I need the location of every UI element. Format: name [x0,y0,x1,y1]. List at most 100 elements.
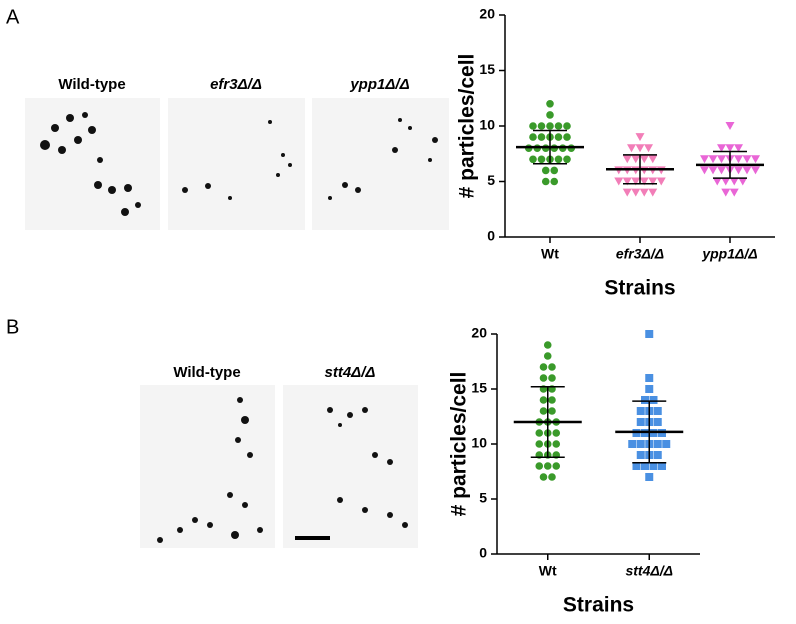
point [627,144,636,153]
y-tick-label: 15 [471,380,487,396]
point [653,451,662,459]
point [537,133,546,141]
point [662,440,671,448]
point [751,166,760,175]
point [529,155,537,164]
micrograph [283,385,418,548]
point [721,177,731,186]
point [653,418,662,426]
point [712,177,722,186]
x-axis-label: Strains [604,277,675,300]
point [645,473,654,481]
point [546,111,554,119]
point [563,133,571,141]
point [543,341,552,349]
x-tick-label: stt4Δ/Δ [625,563,673,579]
image-label: efr3Δ/Δ [210,76,262,93]
point [708,155,718,164]
point [708,166,718,175]
point [717,144,726,153]
point [742,166,752,175]
point [529,122,537,130]
point [653,407,662,415]
point [548,363,556,371]
point [539,396,548,404]
point [641,462,649,470]
point [649,396,658,404]
x-tick-label: Wt [541,246,559,262]
point [628,440,637,448]
point [529,133,537,141]
point [535,429,544,437]
y-tick-label: 20 [479,6,495,22]
point [535,462,544,470]
point [541,177,550,186]
point [563,122,571,130]
point [645,374,654,382]
point [622,188,632,197]
point [635,133,645,142]
particles [182,120,292,200]
point [548,407,556,415]
point [734,144,743,153]
point [563,155,571,164]
y-tick-label: 10 [471,435,487,451]
point [717,155,726,164]
y-tick-label: 15 [479,61,495,77]
point [648,188,658,197]
point [548,396,556,404]
point [700,166,709,175]
image-label: Wild-type [58,76,125,93]
point [636,451,645,459]
point [725,122,735,130]
point [537,122,546,130]
point [554,133,563,141]
x-axis-label: Strains [563,594,634,617]
point [734,166,743,175]
point [721,188,731,197]
micrograph [168,98,305,230]
y-tick-label: 10 [479,117,495,133]
point [546,100,554,108]
y-axis-label: # particles/cell [456,54,479,199]
point [725,144,735,153]
y-tick-label: 0 [487,228,495,244]
point [543,352,552,360]
point [738,177,748,186]
point [614,177,624,186]
point [535,440,544,448]
point [537,155,546,164]
point [631,155,641,164]
point [644,144,653,153]
micrograph [140,385,275,548]
y-tick-label: 0 [479,545,487,561]
point [554,155,563,164]
point [639,177,649,186]
point [658,462,666,470]
particles [40,112,141,216]
point [639,155,649,164]
point [635,144,645,153]
image-label: ypp1Δ/Δ [349,76,409,93]
point [729,177,739,186]
point [656,177,666,186]
point [631,188,641,197]
panel-label: B [6,316,19,338]
point [729,188,739,197]
point [648,177,658,186]
point [539,473,548,481]
point [653,440,662,448]
point [645,330,654,338]
y-tick-label: 5 [479,490,487,506]
point [631,177,641,186]
point [645,385,654,393]
point [541,166,550,175]
point [649,462,658,470]
point [717,166,726,175]
point [548,374,556,382]
point [639,188,649,197]
y-axis-label: # particles/cell [448,372,471,517]
particles [157,397,263,543]
point [539,374,548,382]
